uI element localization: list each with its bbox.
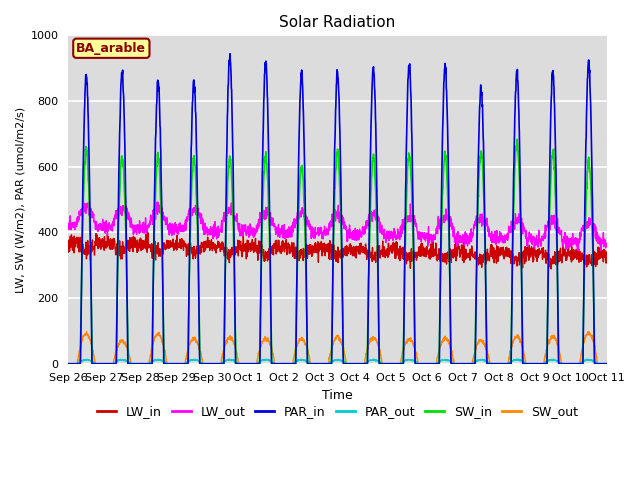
LW_in [215,244,223,250]
SW_in [603,361,611,367]
PAR_out [353,361,361,367]
SW_out [353,361,361,367]
SW_in [494,361,502,367]
Legend: LW_in, LW_out, PAR_in, PAR_out, SW_in, SW_out: LW_in, LW_out, PAR_in, PAR_out, SW_in, S… [92,400,582,423]
SW_out [65,361,72,367]
Line: PAR_out: PAR_out [68,359,607,364]
PAR_in [65,361,72,367]
LW_in [65,249,72,255]
X-axis label: Time: Time [322,389,353,402]
PAR_out [365,358,372,364]
SW_in [353,361,360,367]
PAR_out [494,361,502,367]
PAR_in [494,361,502,367]
SW_in [513,136,521,142]
PAR_in [570,361,578,367]
LW_in [144,230,152,236]
LW_in [494,259,502,264]
PAR_out [225,356,233,362]
PAR_out [570,361,578,367]
PAR_in [353,361,361,367]
LW_out [597,248,605,253]
LW_in [365,255,372,261]
LW_out [603,242,611,248]
LW_out [65,221,72,227]
LW_out [494,240,502,245]
LW_in [353,245,361,251]
PAR_in [365,269,372,275]
PAR_out [65,361,72,367]
Line: SW_out: SW_out [68,332,607,364]
PAR_in [214,361,222,367]
LW_out [365,212,372,217]
Title: Solar Radiation: Solar Radiation [279,15,396,30]
LW_out [353,237,361,242]
SW_out [215,361,223,367]
Line: LW_in: LW_in [68,233,607,269]
PAR_out [214,361,222,367]
Text: BA_arable: BA_arable [76,42,147,55]
LW_in [571,255,579,261]
LW_in [603,254,611,260]
SW_in [556,361,563,367]
SW_out [570,361,578,367]
LW_out [570,238,578,244]
Line: LW_out: LW_out [68,200,607,251]
PAR_out [556,359,563,365]
PAR_in [556,361,563,367]
PAR_in [603,361,611,367]
LW_out [215,228,223,234]
PAR_in [227,51,234,57]
LW_out [115,197,123,203]
Line: PAR_in: PAR_in [68,54,607,364]
Line: SW_in: SW_in [68,139,607,364]
LW_out [556,225,563,230]
SW_out [556,349,563,355]
Y-axis label: LW, SW (W/m2), PAR (umol/m2/s): LW, SW (W/m2), PAR (umol/m2/s) [15,107,25,293]
SW_in [65,361,72,367]
SW_out [83,329,90,335]
LW_in [556,258,563,264]
SW_out [365,341,372,347]
SW_out [603,361,611,367]
SW_out [494,361,502,367]
SW_in [214,361,222,367]
SW_in [570,361,578,367]
SW_in [365,285,372,291]
LW_in [547,266,555,272]
PAR_out [603,361,611,367]
